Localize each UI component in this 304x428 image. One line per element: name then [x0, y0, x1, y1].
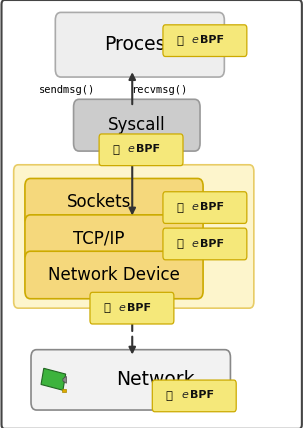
Text: Network Device: Network Device [48, 266, 180, 284]
FancyBboxPatch shape [55, 12, 224, 77]
FancyBboxPatch shape [90, 292, 174, 324]
Text: 🐝: 🐝 [176, 202, 183, 213]
Text: 🐝: 🐝 [112, 145, 119, 155]
FancyBboxPatch shape [25, 215, 203, 262]
Polygon shape [41, 368, 66, 390]
Text: BPF: BPF [200, 35, 224, 45]
Text: e: e [192, 238, 199, 249]
Text: e: e [119, 303, 126, 313]
FancyBboxPatch shape [99, 134, 183, 166]
FancyBboxPatch shape [74, 99, 200, 151]
FancyBboxPatch shape [31, 350, 230, 410]
Text: BPF: BPF [189, 390, 213, 401]
FancyBboxPatch shape [163, 25, 247, 56]
FancyBboxPatch shape [25, 178, 203, 226]
Text: sendmsg(): sendmsg() [39, 85, 95, 95]
FancyBboxPatch shape [25, 251, 203, 299]
Text: e: e [192, 202, 199, 212]
Text: Network: Network [116, 370, 194, 389]
Text: 🐝: 🐝 [176, 239, 183, 249]
Text: e: e [128, 144, 135, 155]
Text: BPF: BPF [127, 303, 151, 313]
Polygon shape [62, 389, 66, 392]
Polygon shape [63, 376, 66, 383]
FancyBboxPatch shape [163, 228, 247, 260]
FancyBboxPatch shape [163, 192, 247, 223]
Text: BPF: BPF [200, 238, 224, 249]
Text: BPF: BPF [136, 144, 160, 155]
Text: Syscall: Syscall [108, 116, 166, 134]
Text: 🐝: 🐝 [165, 391, 172, 401]
Text: Sockets: Sockets [67, 193, 131, 211]
Text: TCP/IP: TCP/IP [73, 229, 125, 248]
FancyBboxPatch shape [152, 380, 236, 412]
FancyBboxPatch shape [14, 165, 254, 308]
Text: Process: Process [104, 35, 175, 54]
Text: 🐝: 🐝 [103, 303, 110, 313]
Text: 🐝: 🐝 [176, 36, 183, 46]
Text: e: e [192, 35, 199, 45]
Text: e: e [181, 390, 188, 401]
Text: BPF: BPF [200, 202, 224, 212]
Text: recvmsg(): recvmsg() [131, 85, 188, 95]
